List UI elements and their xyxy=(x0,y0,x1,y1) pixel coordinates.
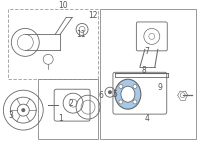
Text: 12: 12 xyxy=(88,11,98,20)
Text: 10: 10 xyxy=(58,1,68,10)
Circle shape xyxy=(133,100,137,104)
Text: 11: 11 xyxy=(76,30,86,39)
Bar xyxy=(100,9,196,139)
Bar xyxy=(38,79,98,139)
Text: 3: 3 xyxy=(9,111,14,120)
Circle shape xyxy=(133,85,137,88)
Circle shape xyxy=(119,100,123,104)
Circle shape xyxy=(21,108,25,112)
Text: 7: 7 xyxy=(144,47,149,56)
Circle shape xyxy=(108,90,112,94)
Circle shape xyxy=(119,85,123,88)
Text: 9: 9 xyxy=(157,83,162,92)
Text: 8: 8 xyxy=(141,66,146,75)
Ellipse shape xyxy=(115,79,141,109)
Text: 2: 2 xyxy=(69,99,73,108)
Bar xyxy=(8,9,98,79)
Text: 1: 1 xyxy=(58,114,63,123)
Text: 6: 6 xyxy=(99,91,103,100)
Ellipse shape xyxy=(121,86,135,102)
Text: 5: 5 xyxy=(113,90,117,99)
Text: 4: 4 xyxy=(144,114,149,123)
